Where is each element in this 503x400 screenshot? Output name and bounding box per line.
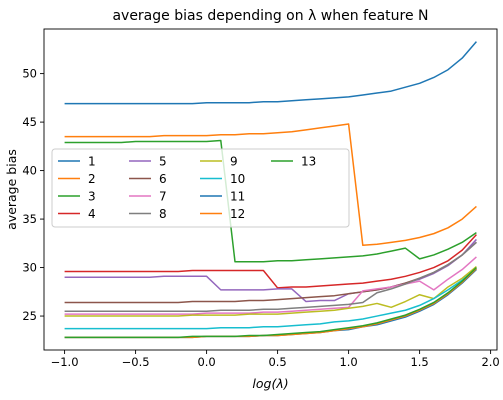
series-line-5 bbox=[64, 238, 477, 303]
series-line-9 bbox=[64, 266, 477, 317]
legend-item-10: 10 bbox=[200, 172, 245, 186]
plot-area bbox=[43, 28, 498, 351]
legend-item-12: 12 bbox=[200, 207, 245, 221]
legend-item-4: 4 bbox=[58, 207, 96, 221]
legend-item-3: 3 bbox=[58, 190, 96, 204]
legend-item-8: 8 bbox=[129, 207, 167, 221]
legend-item-5: 5 bbox=[129, 155, 167, 169]
legend-label: 4 bbox=[88, 207, 96, 221]
legend-item-7: 7 bbox=[129, 190, 167, 204]
legend-item-1: 1 bbox=[58, 155, 96, 169]
legend-label: 7 bbox=[159, 190, 167, 204]
series-line-8 bbox=[64, 241, 477, 312]
series-layer bbox=[64, 41, 477, 339]
series-line-6 bbox=[64, 241, 477, 304]
x-axis-label: log(λ) bbox=[252, 376, 288, 391]
legend-item-11: 11 bbox=[200, 190, 245, 204]
legend-item-9: 9 bbox=[200, 155, 238, 169]
series-line-1 bbox=[64, 41, 477, 105]
legend-label: 13 bbox=[301, 155, 316, 169]
legend-label: 5 bbox=[159, 155, 167, 169]
y-tick-label: 35 bbox=[22, 212, 37, 226]
y-tick-label: 30 bbox=[22, 261, 37, 275]
series-line-13 bbox=[64, 267, 477, 339]
chart-title: average bias depending on λ when feature… bbox=[112, 8, 428, 24]
legend-label: 1 bbox=[88, 155, 96, 169]
series-line-10 bbox=[64, 267, 477, 330]
series-line-7 bbox=[64, 256, 477, 315]
legend-item-13: 13 bbox=[271, 155, 316, 169]
legend-label: 9 bbox=[230, 155, 238, 169]
x-tick-label: 0.5 bbox=[268, 355, 286, 369]
legend-item-6: 6 bbox=[129, 172, 167, 186]
legend-label: 8 bbox=[159, 207, 167, 221]
y-tick-label: 40 bbox=[22, 164, 37, 178]
legend-label: 3 bbox=[88, 190, 96, 204]
x-tick-label: 2.0 bbox=[481, 355, 499, 369]
x-tick-label: −0.5 bbox=[122, 355, 150, 369]
legend-label: 2 bbox=[88, 172, 96, 186]
y-tick-label: 50 bbox=[22, 67, 37, 81]
legend-label: 11 bbox=[230, 190, 245, 204]
x-tick-label: 1.5 bbox=[410, 355, 428, 369]
y-tick-label: 45 bbox=[22, 115, 37, 129]
x-axis: −1.0 −0.5 0.0 0.5 1.0 1.5 2.0 bbox=[51, 350, 500, 369]
legend-item-2: 2 bbox=[58, 172, 96, 186]
x-tick-label: 1.0 bbox=[339, 355, 357, 369]
x-tick-label: 0.0 bbox=[197, 355, 215, 369]
series-line-3 bbox=[64, 139, 477, 263]
y-tick-label: 25 bbox=[22, 309, 37, 323]
legend-label: 6 bbox=[159, 172, 167, 186]
legend-box bbox=[51, 148, 350, 228]
y-axis: 25 30 35 40 45 50 bbox=[22, 67, 44, 323]
legend-label: 10 bbox=[230, 172, 245, 186]
x-tick-label: −1.0 bbox=[51, 355, 79, 369]
series-line-4 bbox=[64, 234, 477, 289]
series-line-2 bbox=[64, 123, 477, 247]
y-axis-label: average bias bbox=[4, 149, 19, 230]
legend-label: 12 bbox=[230, 207, 245, 221]
